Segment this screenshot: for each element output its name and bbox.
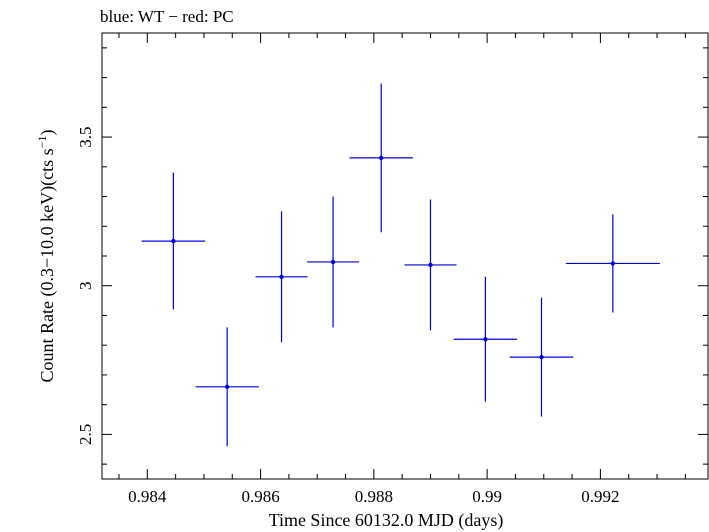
data-point — [307, 196, 360, 328]
x-tick-label: 0.992 — [581, 487, 619, 506]
y-axis-label-close: ) — [37, 130, 58, 136]
data-point — [349, 83, 413, 233]
data-point — [509, 297, 574, 417]
x-tick-label: 0.988 — [355, 487, 393, 506]
point-marker — [379, 155, 384, 161]
data-point — [404, 199, 457, 331]
point-marker — [330, 259, 336, 265]
data-point — [195, 327, 259, 447]
point-marker — [279, 274, 284, 280]
y-axis-label-exponent: −1 — [35, 136, 49, 149]
y-axis-label: Count Rate (0.3−10.0 keV)(cts s−1) — [35, 130, 58, 383]
point-marker — [483, 337, 488, 342]
point-marker — [539, 354, 544, 360]
data-point — [141, 172, 206, 310]
y-axis: 2.5 3 3.5 — [76, 47, 708, 465]
x-axis: 0.984 0.986 0.988 0.99 0.992 — [118, 33, 686, 506]
x-tick-label: 0.984 — [128, 487, 167, 506]
point-marker — [171, 238, 176, 244]
y-tick-label: 2.5 — [76, 424, 95, 445]
point-marker — [224, 384, 230, 390]
data-series — [141, 83, 660, 447]
x-tick-label: 0.99 — [472, 487, 502, 506]
data-point — [565, 214, 660, 313]
x-tick-label: 0.986 — [241, 487, 279, 506]
point-marker — [610, 261, 616, 266]
data-point — [453, 276, 518, 402]
x-axis-label: Time Since 60132.0 MJD (days) — [269, 510, 504, 531]
data-point — [255, 211, 308, 343]
plot-frame — [101, 32, 709, 480]
chart-title: blue: WT − red: PC — [100, 7, 234, 26]
point-marker — [428, 262, 433, 268]
y-axis-label-main: Count Rate (0.3−10.0 keV)(cts s — [37, 148, 58, 382]
y-tick-label: 3.5 — [76, 126, 95, 147]
y-tick-label: 3 — [76, 281, 95, 290]
